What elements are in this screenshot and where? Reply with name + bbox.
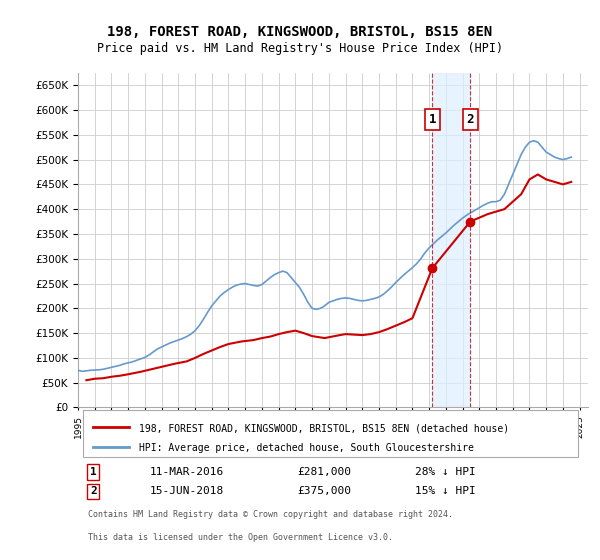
Text: 198, FOREST ROAD, KINGSWOOD, BRISTOL, BS15 8EN: 198, FOREST ROAD, KINGSWOOD, BRISTOL, BS… (107, 25, 493, 39)
Text: 1: 1 (90, 466, 97, 477)
Text: 15% ↓ HPI: 15% ↓ HPI (415, 487, 475, 496)
Text: £281,000: £281,000 (297, 466, 351, 477)
Text: This data is licensed under the Open Government Licence v3.0.: This data is licensed under the Open Gov… (88, 533, 393, 542)
Text: Price paid vs. HM Land Registry's House Price Index (HPI): Price paid vs. HM Land Registry's House … (97, 42, 503, 55)
Text: 1: 1 (428, 113, 436, 126)
Text: 2: 2 (90, 487, 97, 496)
Text: 198, FOREST ROAD, KINGSWOOD, BRISTOL, BS15 8EN (detached house): 198, FOREST ROAD, KINGSWOOD, BRISTOL, BS… (139, 423, 509, 433)
Text: Contains HM Land Registry data © Crown copyright and database right 2024.: Contains HM Land Registry data © Crown c… (88, 510, 453, 519)
Text: 28% ↓ HPI: 28% ↓ HPI (415, 466, 475, 477)
Text: 15-JUN-2018: 15-JUN-2018 (149, 487, 224, 496)
Text: 2: 2 (467, 113, 474, 126)
Text: 11-MAR-2016: 11-MAR-2016 (149, 466, 224, 477)
Text: £375,000: £375,000 (297, 487, 351, 496)
FancyBboxPatch shape (83, 410, 578, 456)
Text: HPI: Average price, detached house, South Gloucestershire: HPI: Average price, detached house, Sout… (139, 442, 474, 452)
Bar (433, 73, 470, 408)
